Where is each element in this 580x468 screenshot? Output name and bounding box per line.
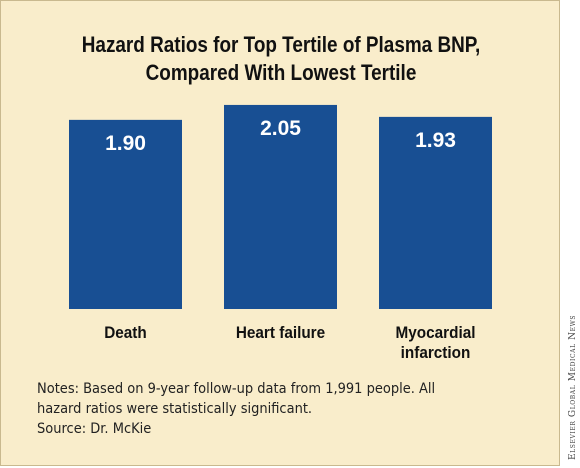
bar-value-label-2: 2.05 — [260, 117, 301, 140]
chart-frame: Hazard Ratios for Top Tertile of Plasma … — [0, 0, 560, 466]
bar-2 — [224, 104, 337, 309]
chart-title-line-2: Compared With Lowest Tertile — [145, 60, 417, 85]
category-label-1: Death — [104, 323, 147, 342]
bar-value-label-1: 1.90 — [105, 132, 146, 155]
chart-notes: Notes: Based on 9-year follow-up data fr… — [37, 379, 502, 439]
bar-chart-plot: 1.90 2.05 1.93 — [69, 104, 492, 309]
category-label-3: Myocardial infarction — [395, 323, 476, 362]
bar-1 — [69, 119, 182, 309]
notes-line-2: hazard ratios were statistically signifi… — [37, 401, 313, 417]
bar-3 — [379, 116, 492, 309]
notes-source: Source: Dr. McKie — [37, 421, 152, 437]
publisher-credit: Elsevier Global Medical News — [568, 314, 578, 460]
bar-value-label-3: 1.93 — [415, 129, 456, 152]
notes-line-1: Notes: Based on 9-year follow-up data fr… — [37, 381, 436, 397]
chart-title-line-1: Hazard Ratios for Top Tertile of Plasma … — [81, 32, 481, 57]
category-label-2: Heart failure — [235, 323, 326, 342]
chart-title: Hazard Ratios for Top Tertile of Plasma … — [40, 31, 522, 87]
